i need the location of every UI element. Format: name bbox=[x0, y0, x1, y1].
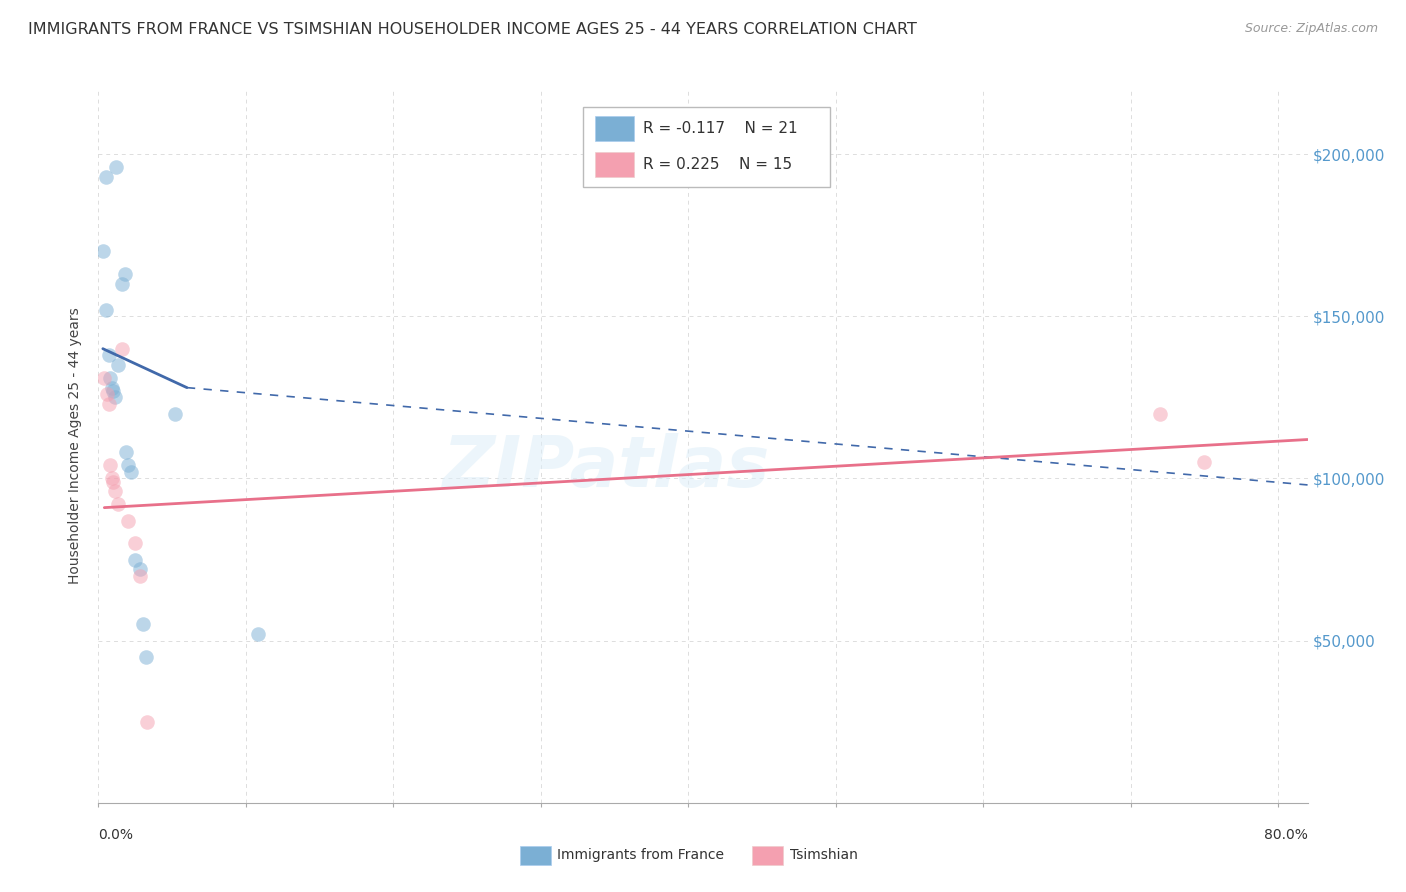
Text: IMMIGRANTS FROM FRANCE VS TSIMSHIAN HOUSEHOLDER INCOME AGES 25 - 44 YEARS CORREL: IMMIGRANTS FROM FRANCE VS TSIMSHIAN HOUS… bbox=[28, 22, 917, 37]
Point bbox=[117, 514, 139, 528]
Point bbox=[115, 445, 138, 459]
Text: R = 0.225    N = 15: R = 0.225 N = 15 bbox=[643, 157, 792, 171]
Point bbox=[165, 407, 187, 421]
Point bbox=[246, 627, 269, 641]
Y-axis label: Householder Income Ages 25 - 44 years: Householder Income Ages 25 - 44 years bbox=[69, 308, 83, 584]
Point bbox=[135, 649, 157, 664]
Point bbox=[128, 568, 150, 582]
Point bbox=[1194, 455, 1216, 469]
Point bbox=[100, 471, 122, 485]
Point bbox=[107, 497, 129, 511]
Point bbox=[97, 348, 120, 362]
Point bbox=[98, 458, 121, 473]
Point bbox=[96, 387, 118, 401]
Point bbox=[101, 475, 124, 489]
Point bbox=[94, 302, 117, 317]
Point bbox=[98, 371, 121, 385]
Point bbox=[131, 617, 153, 632]
Point bbox=[104, 390, 127, 404]
Point bbox=[93, 371, 115, 385]
Text: Source: ZipAtlas.com: Source: ZipAtlas.com bbox=[1244, 22, 1378, 36]
Point bbox=[136, 714, 159, 729]
Point bbox=[114, 267, 136, 281]
Point bbox=[111, 277, 134, 291]
Text: 80.0%: 80.0% bbox=[1264, 828, 1308, 842]
Point bbox=[117, 458, 139, 473]
Point bbox=[104, 484, 127, 499]
Point bbox=[101, 384, 124, 398]
Point bbox=[120, 465, 142, 479]
Point bbox=[107, 358, 129, 372]
Point bbox=[105, 160, 128, 174]
Text: Immigrants from France: Immigrants from France bbox=[557, 848, 724, 863]
Text: 0.0%: 0.0% bbox=[98, 828, 134, 842]
Point bbox=[94, 169, 117, 184]
Point bbox=[124, 552, 146, 566]
Point bbox=[1149, 407, 1171, 421]
Point bbox=[111, 342, 134, 356]
Point bbox=[124, 536, 146, 550]
Text: R = -0.117    N = 21: R = -0.117 N = 21 bbox=[643, 121, 797, 136]
Point bbox=[97, 397, 120, 411]
Text: ZIPatlas: ZIPatlas bbox=[443, 433, 770, 502]
Point bbox=[91, 244, 114, 259]
Point bbox=[128, 562, 150, 576]
Point bbox=[100, 381, 122, 395]
Text: Tsimshian: Tsimshian bbox=[790, 848, 858, 863]
